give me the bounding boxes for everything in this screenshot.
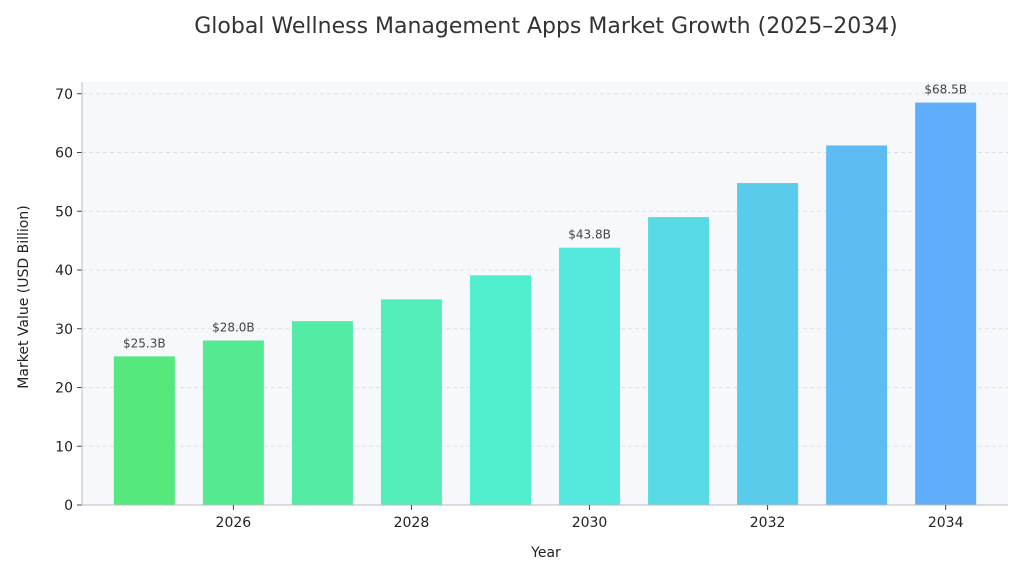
y-tick-label: 70: [55, 87, 73, 103]
y-tick-label: 30: [55, 322, 73, 338]
y-tick-label: 60: [55, 146, 73, 162]
chart-title: Global Wellness Management Apps Market G…: [194, 14, 898, 39]
bar-2032: [737, 183, 799, 506]
bar-2025: [113, 356, 175, 505]
y-tick-label: 50: [55, 204, 73, 220]
bar-2031: [648, 217, 710, 505]
bar-2033: [826, 145, 888, 505]
bar-2028: [380, 299, 442, 505]
x-axis: 2026 2028 2030 2032 2034: [81, 82, 1008, 531]
x-tick-label: 2030: [572, 515, 608, 531]
data-labels: $25.3B $28.0B $43.8B $68.5B: [123, 83, 967, 351]
data-label-2030: $43.8B: [568, 228, 611, 242]
y-tick-label: 10: [55, 439, 73, 455]
bar-2026: [202, 340, 264, 505]
y-tick-label: 40: [55, 263, 73, 279]
bar-2027: [291, 321, 353, 505]
data-label-2034: $68.5B: [924, 83, 967, 97]
bar-2034: [915, 102, 977, 505]
y-tick-label: 20: [55, 381, 73, 397]
y-axis-label: Market Value (USD Billion): [16, 205, 32, 388]
x-tick-label: 2028: [394, 515, 430, 531]
bar-2029: [469, 275, 531, 505]
bar-2030: [559, 247, 621, 506]
bars: [113, 102, 977, 506]
y-tick-label: 0: [64, 498, 73, 514]
y-axis: 0 10 20 30 40 50 60 70: [55, 87, 82, 514]
data-label-2026: $28.0B: [212, 321, 255, 335]
x-tick-label: 2032: [750, 515, 786, 531]
data-label-2025: $25.3B: [123, 336, 166, 350]
x-tick-label: 2034: [928, 515, 964, 531]
x-axis-label: Year: [530, 545, 561, 561]
x-tick-label: 2026: [216, 515, 252, 531]
